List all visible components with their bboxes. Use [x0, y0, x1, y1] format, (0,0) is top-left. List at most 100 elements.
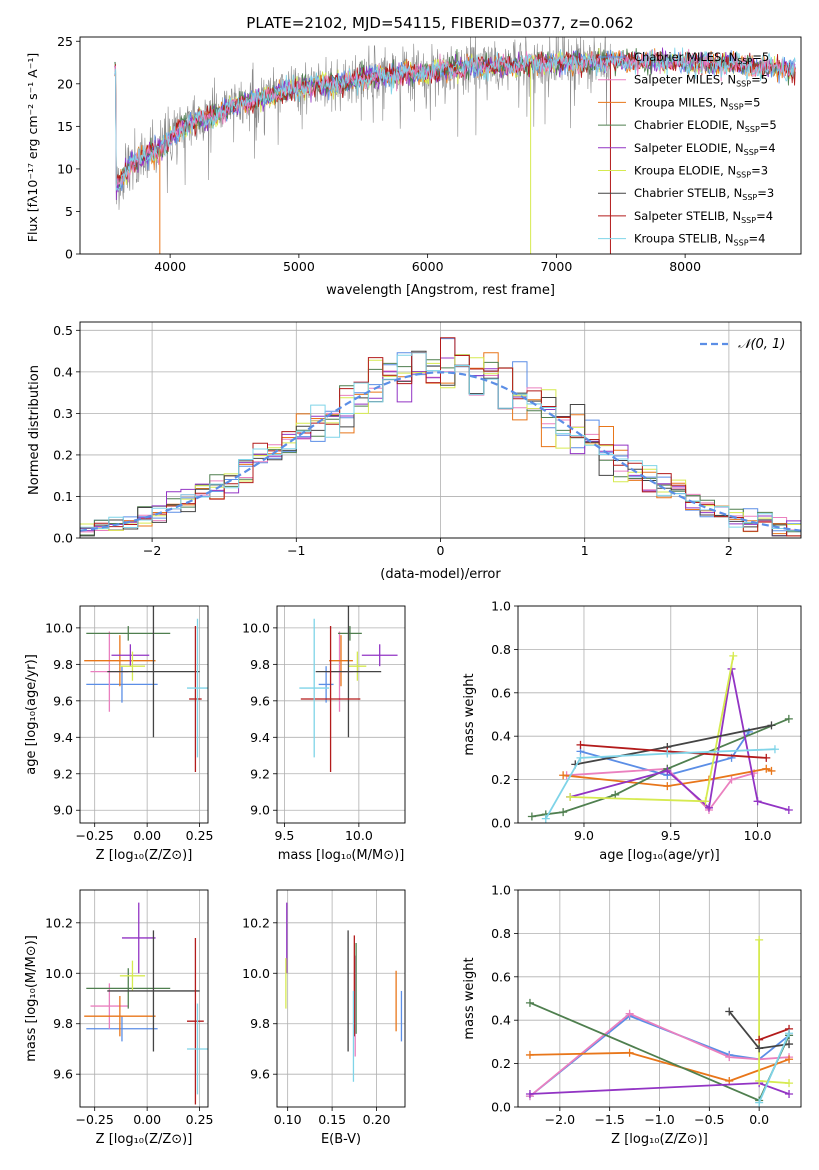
- y-tick-label: 15: [57, 119, 73, 134]
- legend-label: Kroupa MILES, NSSP=5: [634, 95, 760, 111]
- y-tick-label: 0: [65, 247, 73, 262]
- weight-marker-kroupa_elodie: [566, 792, 575, 801]
- legend-label-sub: SSP: [745, 125, 760, 134]
- x-tick-label: −2.0: [545, 1112, 575, 1127]
- y-tick-label: 0.4: [53, 364, 73, 379]
- legend-label-main: Chabrier MILES, N: [634, 50, 737, 64]
- weight-marker-kroupa_miles: [625, 1048, 634, 1057]
- weight-marker-chabrier_stelib: [725, 1007, 734, 1016]
- y-tick-label: 10: [57, 161, 73, 176]
- y-tick-label: 9.8: [53, 657, 73, 672]
- weight-line-kroupa_stelib: [758, 1032, 790, 1104]
- x-axis-label: Z [log₁₀(Z/Z⊙)]: [96, 1132, 193, 1147]
- y-axis-label: Flux [fλ10⁻¹⁷ erg cm⁻² s⁻¹ A⁻¹]: [25, 53, 40, 242]
- legend-label-tail: =5: [752, 50, 769, 64]
- spectrum-model-kroupa_stelib: [114, 47, 796, 192]
- x-tick-label: 0.10: [274, 1112, 302, 1127]
- errorbar-points: [84, 606, 208, 772]
- legend-label: Kroupa ELODIE, NSSP=3: [634, 164, 768, 180]
- weight-line-chabrier_miles: [580, 731, 750, 777]
- x-tick-label: 9.0: [574, 828, 594, 843]
- y-tick-label: 0.3: [53, 406, 73, 421]
- weight-marker-kroupa_elodie: [785, 1079, 794, 1088]
- x-tick-label: 2: [725, 543, 733, 558]
- legend-label-main: Chabrier ELODIE, N: [634, 118, 745, 132]
- weight-marker-salpeter_stelib: [762, 753, 771, 762]
- y-axis-label: age [log₁₀(age/yr)]: [24, 654, 39, 775]
- errorbar-points: [299, 606, 398, 772]
- weight-marker-salpeter_miles: [725, 1053, 734, 1062]
- legend-label-tail: =5: [760, 118, 777, 132]
- y-tick-label: 1.0: [491, 599, 511, 614]
- y-tick-label: 9.6: [250, 693, 270, 708]
- weight-marker-kroupa_miles: [767, 766, 776, 775]
- weight-marker-salpeter_elodie: [753, 797, 762, 806]
- y-tick-label: 9.4: [250, 730, 270, 745]
- y-tick-label: 9.0: [250, 803, 270, 818]
- axes-frame: [276, 889, 406, 1108]
- y-tick-label: 0.6: [491, 969, 511, 984]
- weight-marker-salpeter_miles: [625, 1009, 634, 1018]
- legend-label-main: Chabrier STELIB, N: [634, 186, 742, 200]
- weight-marker-kroupa_stelib: [663, 749, 672, 758]
- legend-label-sub: SSP: [744, 148, 759, 157]
- spectrum-model-salpeter_miles: [114, 48, 796, 188]
- legend-label-tail: =4: [749, 232, 766, 246]
- y-axis-label: mass weight: [462, 673, 477, 755]
- legend-label: Salpeter MILES, NSSP=5: [634, 73, 768, 89]
- x-tick-label: −0.25: [76, 828, 114, 843]
- x-tick-label: 8000: [669, 259, 701, 274]
- x-axis-label: (data-model)/error: [380, 567, 501, 582]
- y-tick-label: 0.0: [53, 531, 73, 546]
- legend-label-tail: =5: [744, 95, 761, 109]
- y-tick-label: 9.4: [53, 730, 73, 745]
- x-tick-label: 4000: [154, 259, 186, 274]
- y-tick-label: 9.6: [53, 1067, 73, 1082]
- x-axis-label: Z [log₁₀(Z/Z⊙)]: [96, 848, 193, 863]
- weight-marker-chabrier_elodie: [559, 808, 568, 817]
- axes-frame: [79, 889, 209, 1108]
- normal-curve: [80, 371, 801, 532]
- axes-frame: [517, 889, 802, 1108]
- age_vs_mass-panel: 9.5 10.0 9.0 9.2 9.4 9.6 9.8 10.0 mass [log₁₀(M/…: [242, 605, 406, 863]
- legend-label-main: Salpeter STELIB, N: [634, 209, 741, 223]
- x-tick-label: 0.00: [133, 1112, 161, 1127]
- spectrum-lines: [114, 37, 796, 254]
- y-tick-label: 10.0: [45, 620, 73, 635]
- massweight_vs_Z-panel: −2.0 −1.5 −1.0 −0.5 0.0 0.0 0.2 0.4 0.6 0.8 1.0 Z […: [462, 883, 802, 1147]
- legend-label-tail: =4: [759, 141, 776, 155]
- x-axis-label: mass [log₁₀(M/M⊙)]: [278, 848, 405, 863]
- legend-label: Salpeter ELODIE, NSSP=4: [634, 141, 776, 157]
- weight-lines: [525, 935, 794, 1107]
- legend-label-sub: SSP: [734, 239, 749, 248]
- weight-marker-kroupa_elodie: [729, 651, 738, 660]
- weight-marker-salpeter_elodie: [525, 1089, 534, 1098]
- legend-label-sub: SSP: [737, 57, 752, 66]
- x-tick-label: 0.25: [186, 1112, 214, 1127]
- y-tick-label: 9.8: [53, 1016, 73, 1031]
- legend-label-main: Kroupa STELIB, N: [634, 232, 734, 246]
- y-tick-label: 0.2: [491, 772, 511, 787]
- x-tick-label: −2: [143, 543, 161, 558]
- y-tick-label: 1.0: [491, 883, 511, 898]
- weight-marker-kroupa_miles: [525, 1050, 534, 1059]
- weight-marker-salpeter_elodie: [785, 1089, 794, 1098]
- weight-marker-kroupa_stelib: [576, 753, 585, 762]
- x-tick-label: 6000: [412, 259, 444, 274]
- y-tick-label: 25: [57, 34, 73, 49]
- x-tick-label: 10.0: [345, 828, 373, 843]
- legend-label-main: Kroupa MILES, N: [634, 95, 729, 109]
- weight-marker-salpeter_miles: [727, 775, 736, 784]
- legend-label-main: Salpeter MILES, N: [634, 73, 736, 87]
- x-tick-label: −1.5: [594, 1112, 624, 1127]
- x-axis-label: Z [log₁₀(Z/Z⊙)]: [611, 1132, 708, 1147]
- y-tick-label: 10.0: [45, 966, 73, 981]
- weight-marker-kroupa_stelib: [755, 1098, 764, 1107]
- legend-label: Chabrier MILES, NSSP=5: [634, 50, 769, 66]
- y-tick-label: 0.4: [491, 729, 511, 744]
- x-tick-label: −1.0: [644, 1112, 674, 1127]
- y-tick-label: 0.5: [53, 323, 73, 338]
- x-tick-label: 1: [581, 543, 589, 558]
- x-tick-label: 7000: [540, 259, 572, 274]
